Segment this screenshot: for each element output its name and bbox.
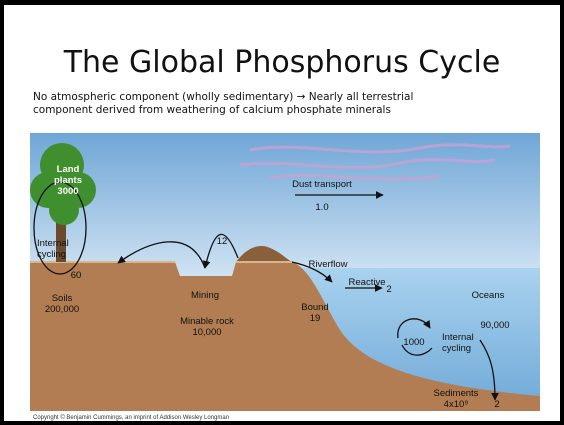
label: Oceans: [472, 290, 505, 301]
page: The Global Phosphorus Cycle No atmospher…: [0, 0, 564, 425]
label: Minable rock: [180, 316, 234, 327]
label: Dust transport: [292, 179, 352, 190]
label: 1000: [403, 337, 424, 348]
label: Soils: [52, 293, 73, 304]
label: 90,000: [480, 320, 509, 331]
label: 1.0: [315, 202, 328, 213]
label: 12: [217, 236, 228, 247]
diagram: Land plants 3000 Internal cycling 60 Soi…: [30, 133, 540, 411]
label: Internal: [442, 332, 474, 343]
label: Riverflow: [308, 259, 347, 270]
label: cycling: [442, 343, 471, 354]
label: 3000: [57, 186, 78, 197]
subtitle: component derived from weathering of cal…: [33, 104, 391, 116]
subtitle: No atmospheric component (wholly sedimen…: [33, 91, 413, 103]
label: Sediments: [434, 388, 479, 399]
label: Mining: [191, 290, 219, 301]
label: cycling: [37, 249, 66, 260]
label: 200,000: [45, 304, 79, 315]
slide: The Global Phosphorus Cycle No atmospher…: [0, 0, 564, 425]
label: plants: [54, 175, 82, 186]
label: 2: [494, 399, 499, 410]
title: The Global Phosphorus Cycle: [63, 45, 501, 80]
label: 19: [310, 313, 321, 324]
label: 60: [71, 270, 82, 281]
label: 10,000: [192, 327, 221, 338]
label: Bound: [301, 302, 328, 313]
label: 4x10⁹: [444, 399, 469, 410]
copyright: Copyright © Benjamin Cummings, an imprin…: [33, 414, 229, 421]
label: Reactive: [349, 277, 386, 288]
label: 2: [386, 284, 391, 295]
label: Internal: [37, 238, 69, 249]
label: Land: [57, 164, 80, 175]
